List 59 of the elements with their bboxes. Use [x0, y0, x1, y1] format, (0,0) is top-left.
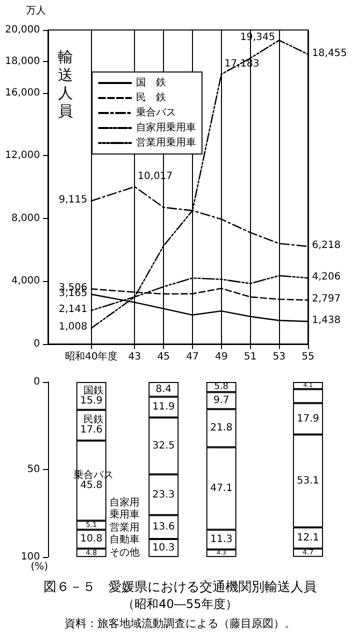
- data-label: 23.3: [152, 489, 175, 500]
- y-tick-label: 100: [20, 552, 40, 562]
- x-tick-label: 49: [214, 352, 228, 362]
- legend-label: 営業用乗用車: [136, 136, 196, 148]
- data-label: 11.3: [210, 534, 232, 546]
- series-label: 自家用乗用車: [109, 496, 140, 520]
- data-label: 32.5: [152, 440, 175, 452]
- x-tick-label: 43: [128, 352, 142, 362]
- data-label: 10.8: [80, 534, 102, 545]
- x-tick-label: 51: [244, 352, 257, 362]
- data-label: 2,141: [58, 304, 88, 315]
- data-label: 45.8: [80, 480, 102, 492]
- y-tick-label: 4,000: [11, 276, 40, 287]
- y-tick-label: 18,000: [5, 56, 40, 67]
- y-tick-label: 0: [34, 338, 40, 350]
- y-tick-label: 20,000: [5, 24, 40, 36]
- series-label: その他: [109, 546, 140, 558]
- x-tick-label: 53: [272, 352, 286, 362]
- data-label: 17.6: [80, 424, 102, 436]
- series-label: 営業用自動車: [109, 521, 140, 546]
- y-axis-title: (%): [30, 561, 48, 572]
- x-tick-label: 45: [157, 352, 170, 362]
- data-label: 15.9: [80, 395, 102, 406]
- x-tick-label: 47: [186, 352, 199, 362]
- text: （昭和40―55年度）: [122, 597, 238, 611]
- data-label: 12.1: [296, 532, 320, 544]
- data-label: 9.7: [213, 395, 230, 406]
- data-label: 6,218: [312, 240, 341, 251]
- data-label: 1,008: [58, 322, 88, 333]
- data-label: 2,797: [312, 294, 341, 305]
- data-label: 11.9: [152, 402, 175, 413]
- data-label: 9,115: [58, 194, 88, 206]
- data-label: 53.1: [296, 475, 320, 486]
- y-tick-label: 0: [34, 376, 40, 388]
- series-label: 民鉄: [83, 414, 104, 426]
- y-tick-label: 12,000: [5, 150, 40, 162]
- data-label: 1,438: [312, 314, 341, 326]
- y-axis-title: 輸送人員: [58, 48, 73, 120]
- y-tick-label: 16,000: [5, 87, 40, 98]
- data-label: 10.3: [152, 542, 175, 554]
- data-label: 4,206: [312, 271, 341, 282]
- x-tick-label: 55: [302, 352, 314, 362]
- text: 万人: [26, 6, 46, 16]
- legend-label: 民 鉄: [136, 92, 166, 104]
- data-label: 8.4: [156, 384, 172, 395]
- data-label: 18,455: [312, 48, 347, 59]
- legend-label: 自家用乗用車: [136, 122, 196, 134]
- text: 図６－５ 愛媛県における交通機関別輸送人員: [44, 579, 316, 595]
- text: 資料：旅客地域流動調査による（藤目原図）。: [64, 617, 296, 630]
- y-tick-label: 8,000: [11, 212, 40, 224]
- y-tick-label: 50: [27, 464, 40, 475]
- data-label: 17.9: [296, 413, 320, 424]
- legend-label: 国 鉄: [136, 76, 166, 88]
- series-label: 国鉄: [83, 384, 104, 396]
- data-label: 13.6: [152, 522, 175, 533]
- x-tick-label: 昭和40年度: [64, 350, 118, 362]
- data-label: 47.1: [210, 482, 232, 494]
- data-label: 21.8: [210, 422, 232, 434]
- legend-label: 乗合バス: [136, 106, 176, 118]
